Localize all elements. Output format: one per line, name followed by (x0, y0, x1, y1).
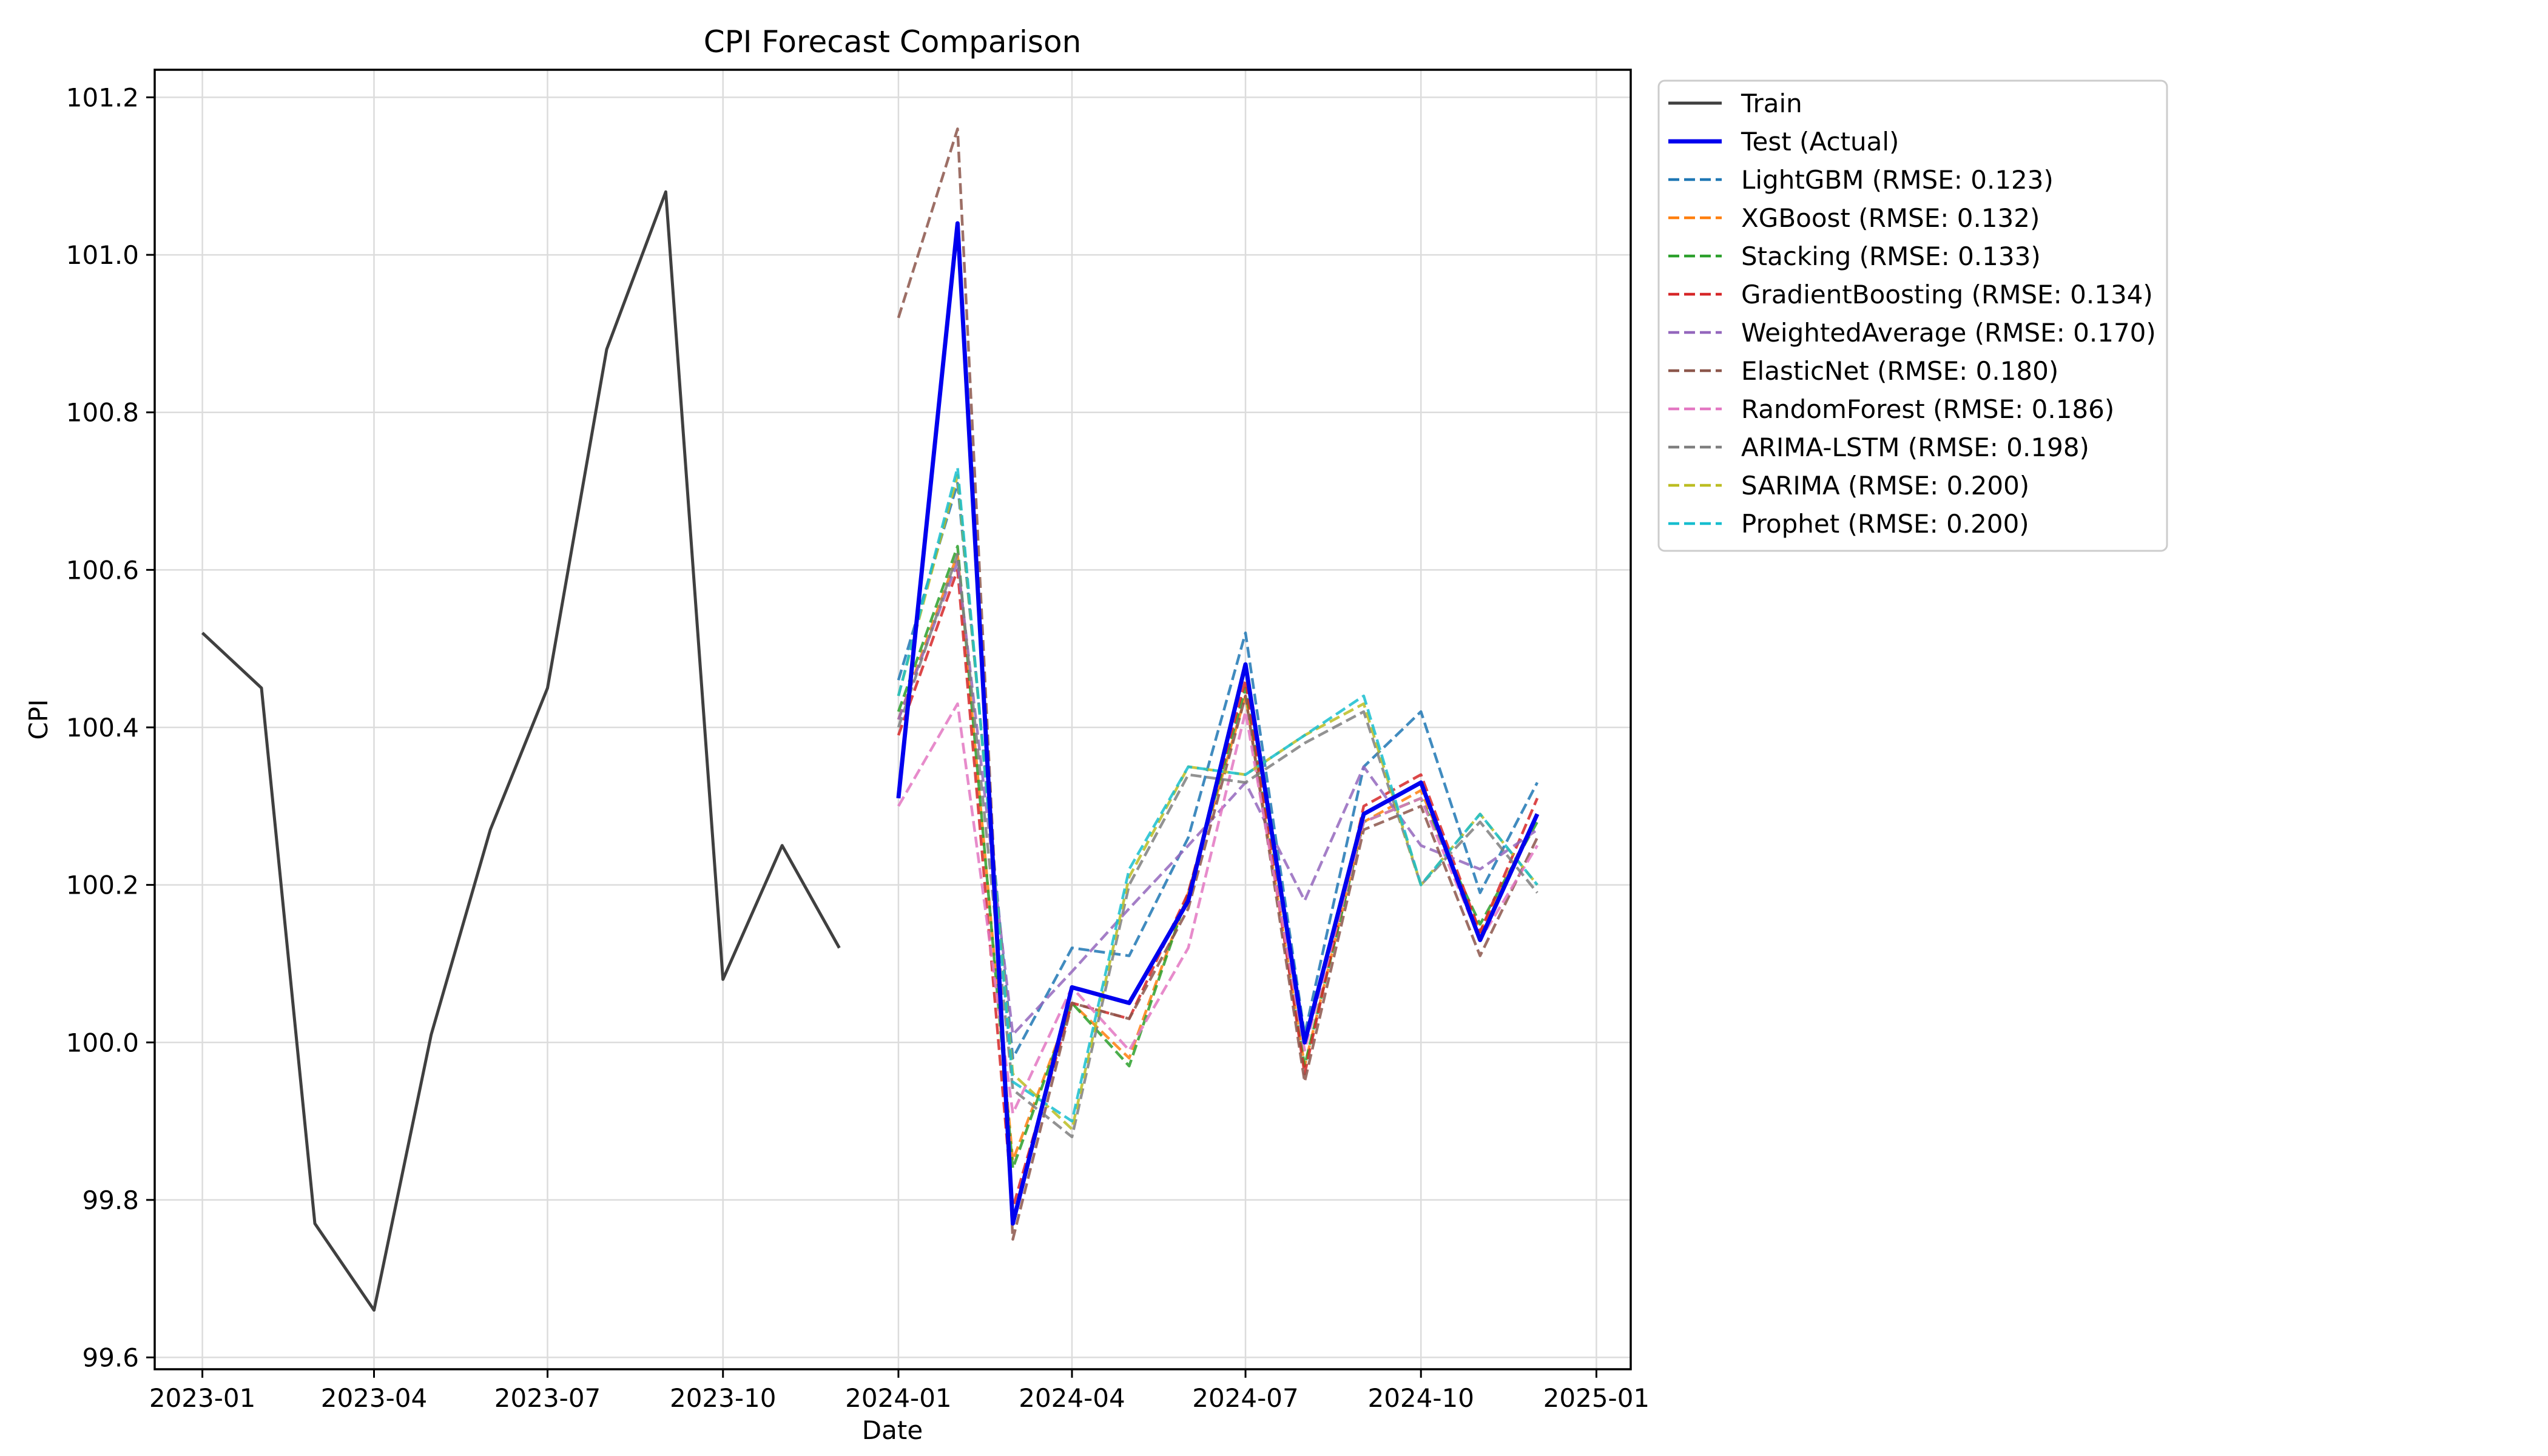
legend-label: Train (1741, 89, 1802, 118)
x-tick-label: 2024-04 (1019, 1383, 1125, 1413)
y-tick-label: 100.2 (66, 871, 139, 900)
y-tick-label: 100.4 (66, 713, 139, 743)
series-line (897, 568, 1539, 1210)
legend-label: Prophet (RMSE: 0.200) (1741, 509, 2029, 539)
y-tick-label: 101.2 (66, 83, 139, 112)
x-tick-label: 2024-01 (845, 1383, 952, 1413)
series-line (897, 466, 1539, 1123)
plot-frame (153, 69, 1632, 1370)
legend-box (1657, 79, 2168, 552)
legend-label: RandomForest (RMSE: 0.186) (1741, 394, 2114, 424)
x-tick-label: 2025-01 (1543, 1383, 1650, 1413)
series-line (201, 190, 841, 1312)
y-tick-label: 99.6 (82, 1343, 139, 1373)
series-lines (201, 127, 1540, 1312)
y-tick-label: 99.8 (82, 1185, 139, 1215)
y-tick-label: 101.0 (66, 240, 139, 270)
x-tick-label: 2024-10 (1367, 1383, 1474, 1413)
series-line (896, 221, 1540, 1226)
legend-label: GradientBoosting (RMSE: 0.134) (1741, 280, 2153, 309)
x-tick-label: 2023-01 (149, 1383, 256, 1413)
legend-label: XGBoost (RMSE: 0.132) (1741, 203, 2040, 233)
legend-label: Test (Actual) (1741, 127, 1899, 157)
legend-label: ElasticNet (RMSE: 0.180) (1741, 356, 2058, 386)
x-axis-label: Date (862, 1415, 923, 1445)
legend-label: SARIMA (RMSE: 0.200) (1741, 471, 2029, 500)
x-tick-label: 2023-07 (494, 1383, 601, 1413)
legend: Train Test (Actual) LightGBM (RMSE: 0.123)… (1657, 79, 2168, 552)
axis-ticks: 2023-01 2023-04 2023-07 2023-10 2024-01 2024-… (66, 83, 1650, 1413)
x-tick-label: 2023-10 (670, 1383, 777, 1413)
x-tick-label: 2023-04 (321, 1383, 428, 1413)
y-tick-label: 100.0 (66, 1028, 139, 1057)
y-tick-label: 100.8 (66, 398, 139, 428)
legend-label: Stacking (RMSE: 0.133) (1741, 241, 2041, 271)
y-axis-label: CPI (24, 699, 53, 740)
x-tick-label: 2024-07 (1192, 1383, 1299, 1413)
legend-entries: Train Test (Actual) LightGBM (RMSE: 0.123)… (1668, 89, 2156, 539)
legend-label: LightGBM (RMSE: 0.123) (1741, 165, 2054, 195)
legend-label: WeightedAverage (RMSE: 0.170) (1741, 318, 2156, 348)
grid (155, 70, 1631, 1369)
series-line (897, 561, 1539, 1036)
y-tick-label: 100.6 (66, 555, 139, 585)
legend-label: ARIMA-LSTM (RMSE: 0.198) (1741, 433, 2089, 462)
chart-title: CPI Forecast Comparison (704, 24, 1082, 59)
